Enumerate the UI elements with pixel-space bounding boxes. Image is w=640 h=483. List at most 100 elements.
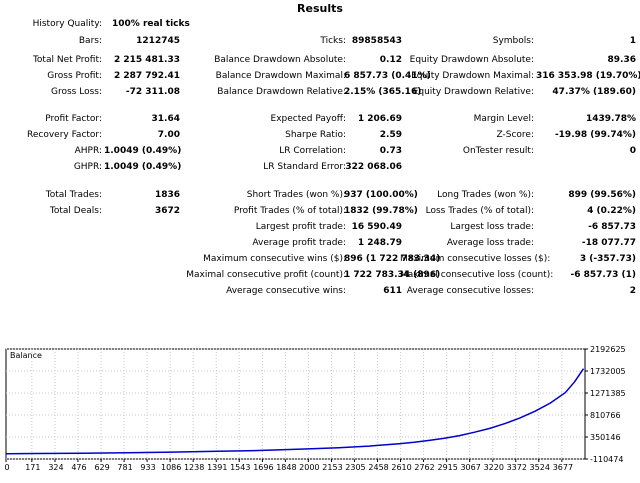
equity-drawdown-relative-label: Equity Drawdown Relative: (412, 87, 534, 97)
average-consecutive-losses-value: 2 (629, 286, 636, 296)
x-tick-label: 0 (4, 463, 9, 472)
largest-loss-trade-label: Largest loss trade: (450, 222, 534, 232)
maximum-consecutive-losses-label: Maximum consecutive losses ($): (400, 254, 551, 264)
loss-trades-of-total-value: 4 (0.22%) (587, 206, 636, 216)
ahpr-value: 1.0049 (0.49%) (104, 146, 182, 156)
balance-line (5, 368, 585, 455)
x-tick-label: 2153 (322, 463, 342, 472)
ontester-result-value: 0 (629, 146, 636, 156)
average-loss-trade-label: Average loss trade: (446, 238, 534, 248)
equity-drawdown-relative-value: 47.37% (189.60) (552, 87, 636, 97)
lr-correlation-label: LR Correlation: (279, 146, 346, 156)
average-loss-trade-value: -18 077.77 (581, 238, 636, 248)
margin-level-label: Margin Level: (473, 114, 534, 124)
x-tick-label: 3372 (507, 463, 527, 472)
long-trades-won-value: 899 (99.56%) (568, 190, 636, 200)
recovery-factor-value: 7.00 (157, 130, 180, 140)
chart-title: Balance (10, 351, 42, 360)
largest-profit-trade-value: 16 590.49 (351, 222, 402, 232)
gross-profit-value: 2 287 792.41 (113, 71, 180, 81)
x-tick-label: 1848 (276, 463, 296, 472)
equity-drawdown-maximal-label: Equity Drawdown Maximal: (411, 71, 534, 81)
x-tick-label: 1543 (230, 463, 250, 472)
y-tick-label: 2192625 (590, 345, 626, 354)
ahpr-label: AHPR: (74, 146, 102, 156)
x-tick-label: 2305 (345, 463, 365, 472)
maximum-consecutive-wins-value: 896 (1 722 783.34) (344, 254, 441, 264)
maximum-consecutive-losses-value: 3 (-357.73) (579, 254, 636, 264)
total-trades-label: Total Trades: (45, 190, 102, 200)
long-trades-won-label: Long Trades (won %): (437, 190, 534, 200)
x-tick-label: 3524 (530, 463, 550, 472)
equity-drawdown-absolute-label: Equity Drawdown Absolute: (409, 55, 534, 65)
profit-factor-value: 31.64 (151, 114, 180, 124)
equity-drawdown-maximal-value: 316 353.98 (19.70%) (536, 71, 640, 81)
balance-drawdown-absolute-label: Balance Drawdown Absolute: (214, 55, 346, 65)
average-profit-trade-value: 1 248.79 (357, 238, 402, 248)
symbols-label: Symbols: (492, 36, 534, 46)
maximal-consecutive-loss-count-value: -6 857.73 (1) (570, 270, 636, 280)
x-tick-label: 933 (140, 463, 155, 472)
y-tick-label: 1732005 (590, 367, 626, 376)
average-consecutive-losses-label: Average consecutive losses: (406, 286, 534, 296)
balance-chart-svg: 0 171 324 476 629 781 933 1086 1238 1391 1543 1696 1… (4, 345, 626, 472)
ghpr-value: 1.0049 (0.49%) (104, 162, 182, 172)
x-tick-label: 476 (71, 463, 86, 472)
balance-drawdown-relative-value: 2.15% (365.16) (344, 87, 422, 97)
ticks-value: 89858543 (351, 36, 402, 46)
x-tick-label: 324 (48, 463, 63, 472)
x-tick-label: 2915 (437, 463, 457, 472)
expected-payoff-label: Expected Payoff: (270, 114, 346, 124)
short-trades-won-label: Short Trades (won %): (246, 190, 346, 200)
y-tick-label: -110474 (590, 455, 623, 464)
y-tick-label: 350146 (590, 433, 621, 442)
average-consecutive-wins-label: Average consecutive wins: (226, 286, 346, 296)
ghpr-label: GHPR: (73, 162, 102, 172)
profit-trades-of-total-label: Profit Trades (% of total): (233, 206, 346, 216)
largest-loss-trade-value: -6 857.73 (588, 222, 636, 232)
bars-value: 1212745 (136, 36, 180, 46)
x-tick-label: 1391 (207, 463, 227, 472)
x-tick-label: 3220 (484, 463, 504, 472)
total-trades-value: 1836 (154, 190, 180, 200)
short-trades-won-value: 937 (100.00%) (344, 190, 418, 200)
x-tick-label: 1086 (161, 463, 181, 472)
margin-level-value: 1439.78% (585, 114, 636, 124)
profit-trades-of-total-value: 1832 (99.78%) (344, 206, 418, 216)
lr-correlation-value: 0.73 (379, 146, 402, 156)
gross-loss-value: -72 311.08 (125, 87, 180, 97)
symbols-value: 1 (629, 36, 636, 46)
gross-profit-label: Gross Profit: (47, 71, 102, 81)
x-tick-label: 781 (117, 463, 132, 472)
sharpe-ratio-value: 2.59 (379, 130, 402, 140)
maximal-consecutive-profit-count-label: Maximal consecutive profit (count): (186, 270, 346, 280)
z-score-value: -19.98 (99.74%) (554, 130, 636, 140)
average-consecutive-wins-value: 611 (383, 286, 402, 296)
total-net-profit-label: Total Net Profit: (32, 55, 102, 65)
gross-loss-label: Gross Loss: (51, 87, 102, 97)
balance-drawdown-absolute-value: 0.12 (379, 55, 402, 65)
loss-trades-of-total-label: Loss Trades (% of total): (425, 206, 534, 216)
x-tick-label: 3067 (460, 463, 480, 472)
lr-standard-error-label: LR Standard Error: (263, 162, 346, 172)
y-tick-label: 1271385 (590, 389, 626, 398)
maximum-consecutive-wins-label: Maximum consecutive wins ($): (203, 254, 346, 264)
total-deals-label: Total Deals: (49, 206, 102, 216)
x-tick-label: 3677 (553, 463, 573, 472)
x-tick-label: 1238 (184, 463, 204, 472)
results-title: Results (297, 2, 343, 15)
x-tick-label: 2000 (299, 463, 319, 472)
profit-factor-label: Profit Factor: (45, 114, 102, 124)
balance-drawdown-maximal-value: 6 857.73 (0.41%) (344, 71, 431, 81)
x-tick-label: 2610 (391, 463, 411, 472)
average-profit-trade-label: Average profit trade: (252, 238, 346, 248)
history-quality-label: History Quality: (32, 19, 102, 29)
ontester-result-label: OnTester result: (462, 146, 534, 156)
expected-payoff-value: 1 206.69 (357, 114, 402, 124)
z-score-label: Z-Score: (496, 130, 535, 140)
lr-standard-error-value: 322 068.06 (345, 162, 402, 172)
equity-drawdown-absolute-value: 89.36 (607, 55, 636, 65)
sharpe-ratio-label: Sharpe Ratio: (285, 130, 346, 140)
maximal-consecutive-loss-count-label: Maximal consecutive loss (count): (400, 270, 554, 280)
x-tick-label: 2762 (414, 463, 434, 472)
